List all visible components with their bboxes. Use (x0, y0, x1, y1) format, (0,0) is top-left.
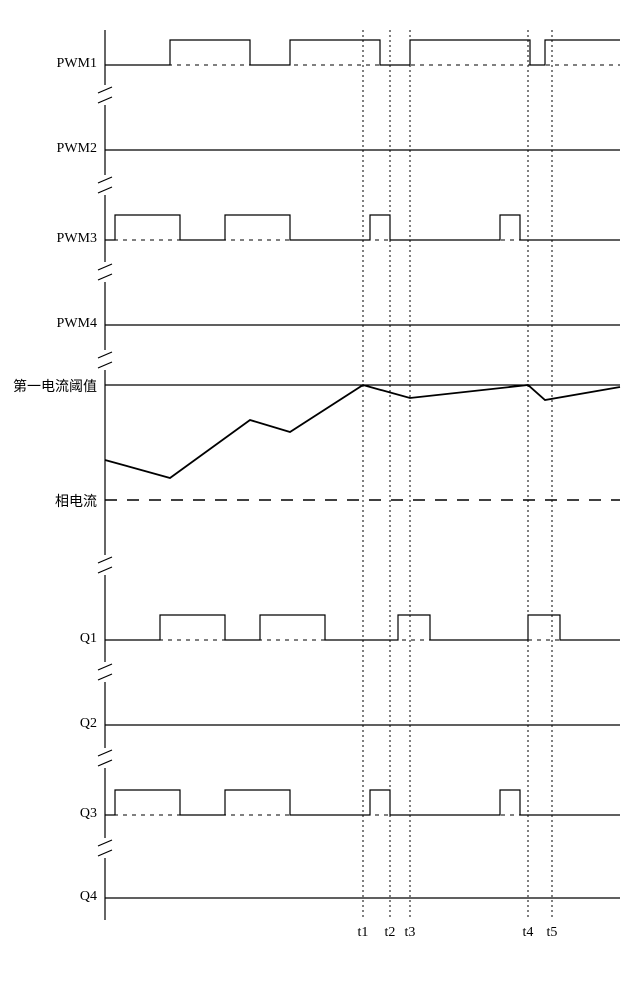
time-marker-t5: t5 (547, 925, 558, 940)
label-pwm3: PWM3 (0, 231, 97, 247)
time-marker-t1: t1 (358, 925, 369, 940)
time-marker-t2: t2 (385, 925, 396, 940)
label-phase-current: 相电流 (0, 491, 97, 511)
label-threshold: 第一电流阈值 (0, 376, 97, 396)
time-marker-t4: t4 (523, 925, 534, 940)
label-q4: Q4 (0, 889, 97, 905)
label-pwm4: PWM4 (0, 316, 97, 332)
label-pwm2: PWM2 (0, 141, 97, 157)
timing-diagram: t1 t2 t3 t4 t5 PWM1 PWM2 PWM3 PWM4 第一电流阈值相电流 Q1 Q2… (0, 0, 638, 1000)
time-marker-t3: t3 (405, 925, 416, 940)
label-q3: Q3 (0, 806, 97, 822)
label-q2: Q2 (0, 716, 97, 732)
label-pwm1: PWM1 (0, 56, 97, 72)
label-q1: Q1 (0, 631, 97, 647)
